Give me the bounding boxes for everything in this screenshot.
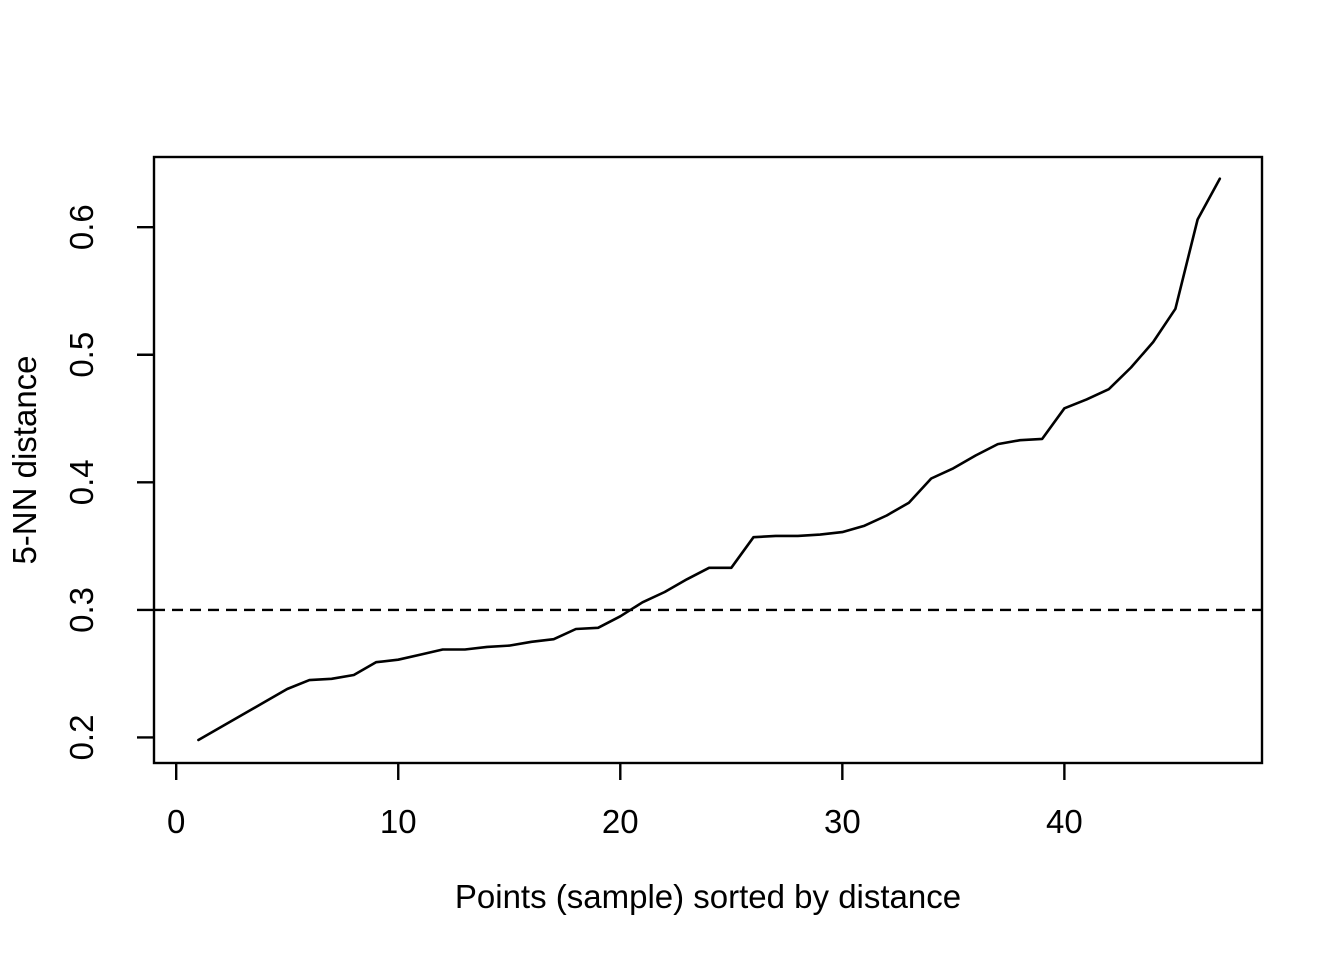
y-tick-label: 0.6 (63, 204, 100, 250)
plot-border (152, 155, 1264, 765)
y-tick-label: 0.4 (63, 459, 100, 505)
y-tick-label: 0.5 (63, 332, 100, 378)
x-axis-label: Points (sample) sorted by distance (455, 878, 961, 915)
x-tick-label: 30 (824, 803, 861, 840)
x-tick-label: 10 (380, 803, 417, 840)
y-tick-label: 0.3 (63, 587, 100, 633)
distance-curve (197, 177, 1222, 742)
x-tick-label: 0 (167, 803, 185, 840)
y-axis-label: 5-NN distance (6, 355, 43, 564)
y-tick-label: 0.2 (63, 715, 100, 761)
plot-area: 0 10 20 30 40 0.2 0.3 0.4 0.5 0.6 (63, 155, 1264, 840)
x-tick-label: 40 (1046, 803, 1083, 840)
x-tick-label: 20 (602, 803, 639, 840)
